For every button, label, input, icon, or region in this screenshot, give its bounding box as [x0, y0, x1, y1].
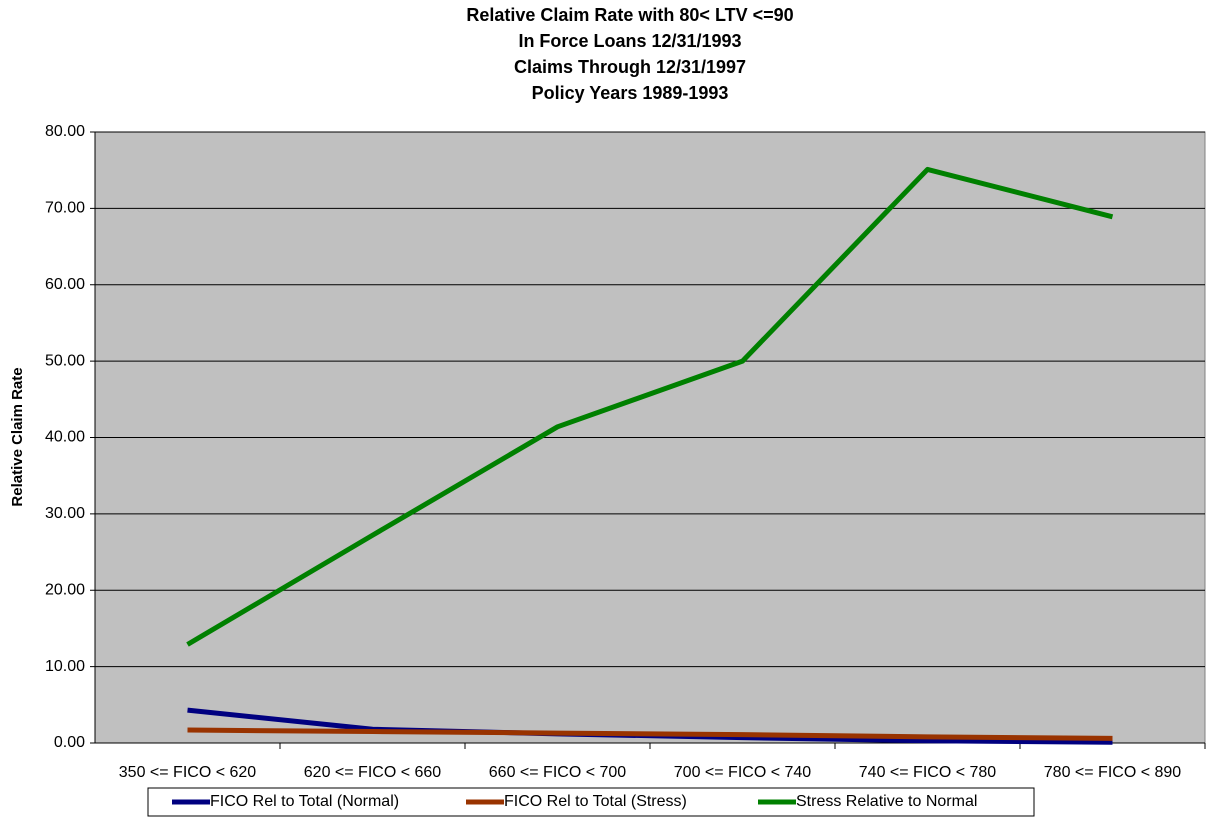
x-tick-label: 700 <= FICO < 740	[674, 764, 812, 781]
y-tick-label: 20.00	[45, 581, 85, 598]
chart-title: Relative Claim Rate with 80< LTV <=90	[466, 5, 793, 25]
legend-label: FICO Rel to Total (Stress)	[504, 793, 687, 810]
y-tick-label: 70.00	[45, 200, 85, 217]
chart-title: Policy Years 1989-1993	[532, 83, 729, 103]
x-tick-label: 660 <= FICO < 700	[489, 764, 627, 781]
legend-label: Stress Relative to Normal	[796, 793, 977, 810]
x-tick-label: 620 <= FICO < 660	[304, 764, 442, 781]
legend	[147, 787, 1035, 817]
y-tick-label: 50.00	[45, 352, 85, 369]
chart-title: In Force Loans 12/31/1993	[518, 31, 741, 51]
y-tick-label: 30.00	[45, 505, 85, 522]
y-tick-label: 80.00	[45, 123, 85, 140]
y-axis-label: Relative Claim Rate	[9, 367, 26, 506]
y-tick-label: 0.00	[54, 734, 85, 751]
legend-label: FICO Rel to Total (Normal)	[210, 793, 399, 810]
y-tick-label: 10.00	[45, 658, 85, 675]
x-tick-label: 780 <= FICO < 890	[1044, 764, 1182, 781]
series-line	[187, 727, 1113, 741]
y-tick-label: 40.00	[45, 429, 85, 446]
x-tick-label: 740 <= FICO < 780	[859, 764, 997, 781]
series-line	[186, 166, 1114, 647]
y-tick-label: 60.00	[45, 276, 85, 293]
x-tick-label: 350 <= FICO < 620	[119, 764, 257, 781]
chart-title: Claims Through 12/31/1997	[514, 57, 746, 77]
